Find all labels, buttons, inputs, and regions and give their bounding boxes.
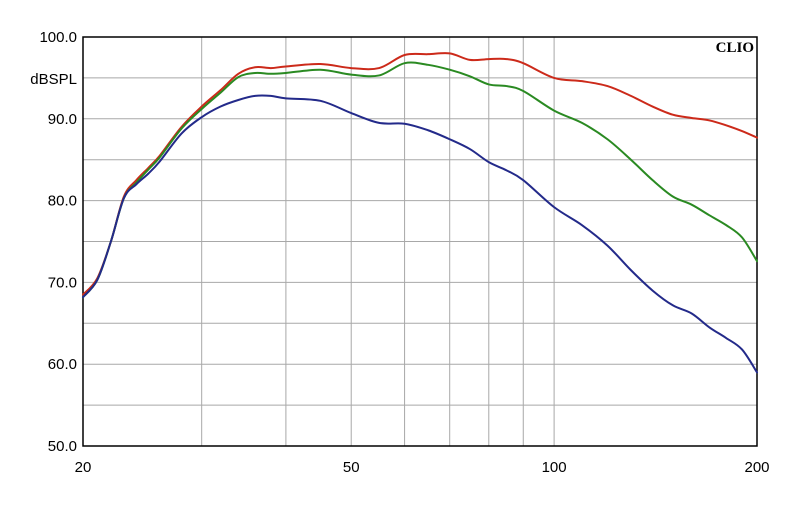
series-line-3 xyxy=(82,94,758,374)
y-tick-label-100: 100.0 xyxy=(39,29,77,46)
x-tick-labels: 20 50 100 200 xyxy=(75,459,770,476)
y-axis-label: dBSPL xyxy=(30,71,77,88)
clio-brand-label: CLIO xyxy=(716,40,754,56)
y-tick-label-50: 50.0 xyxy=(48,438,77,455)
y-tick-labels: 100.0 90.0 80.0 70.0 60.0 50.0 xyxy=(39,29,77,455)
y-tick-label-80: 80.0 xyxy=(48,193,77,210)
y-tick-label-60: 60.0 xyxy=(48,356,77,373)
x-tick-label-200: 200 xyxy=(744,459,769,476)
y-tick-label-70: 70.0 xyxy=(48,274,77,291)
x-tick-label-20: 20 xyxy=(75,459,92,476)
x-tick-label-50: 50 xyxy=(343,459,360,476)
series-layer xyxy=(82,52,758,374)
series-line-2 xyxy=(82,61,758,299)
plot-frame xyxy=(82,36,758,447)
series-line-1 xyxy=(82,52,758,296)
y-tick-label-90: 90.0 xyxy=(48,111,77,128)
x-tick-label-100: 100 xyxy=(542,459,567,476)
